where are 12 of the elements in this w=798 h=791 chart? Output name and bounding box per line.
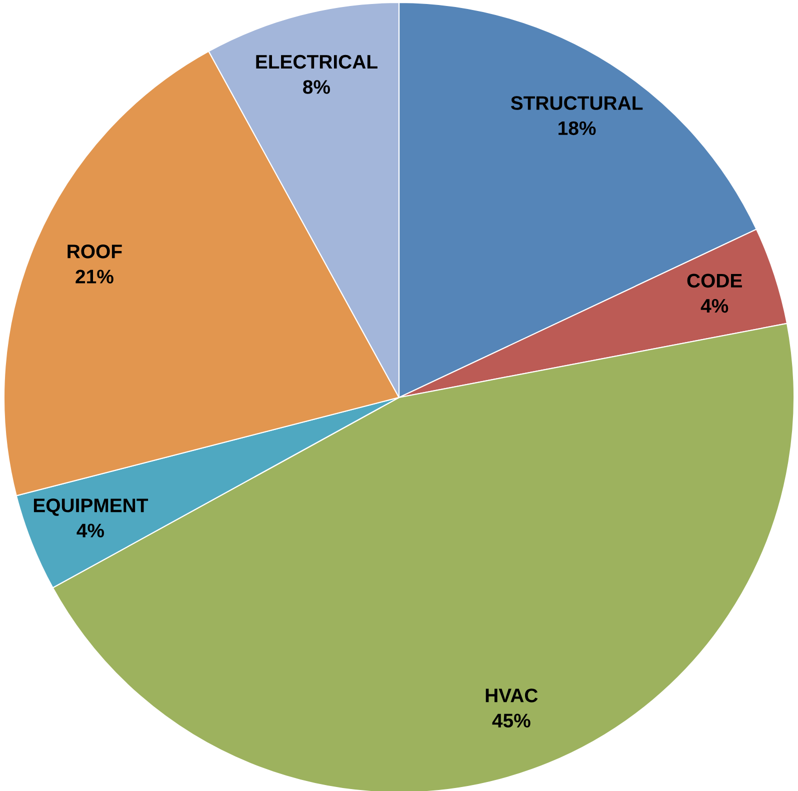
slice-label: STRUCTURAL <box>510 96 643 110</box>
slice-label: ROOF <box>68 244 122 258</box>
data-label: 4% <box>700 299 728 313</box>
slice-label: ELECTRICAL <box>256 54 378 69</box>
slice-label: EQUIPMENT <box>34 498 148 516</box>
data-label: 45% <box>492 714 530 728</box>
data-label: 8% <box>303 80 330 94</box>
slice-label: CODE <box>687 274 742 288</box>
data-label: 21% <box>76 270 114 284</box>
data-label: 18% <box>558 121 596 136</box>
slice-label: HVAC <box>486 688 538 702</box>
data-label: 4% <box>76 524 104 538</box>
